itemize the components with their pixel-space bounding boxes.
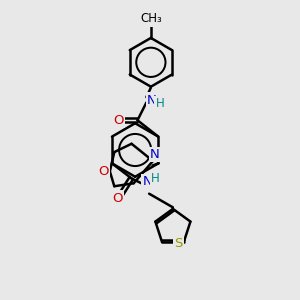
Text: N: N [147,94,157,106]
Text: N: N [143,175,152,188]
Text: O: O [98,165,109,178]
Text: S: S [174,237,183,250]
Text: N: N [150,148,160,161]
Text: O: O [113,114,123,127]
Text: H: H [155,98,164,110]
Text: O: O [113,192,123,205]
Text: CH₃: CH₃ [140,12,162,26]
Text: H: H [151,172,160,185]
